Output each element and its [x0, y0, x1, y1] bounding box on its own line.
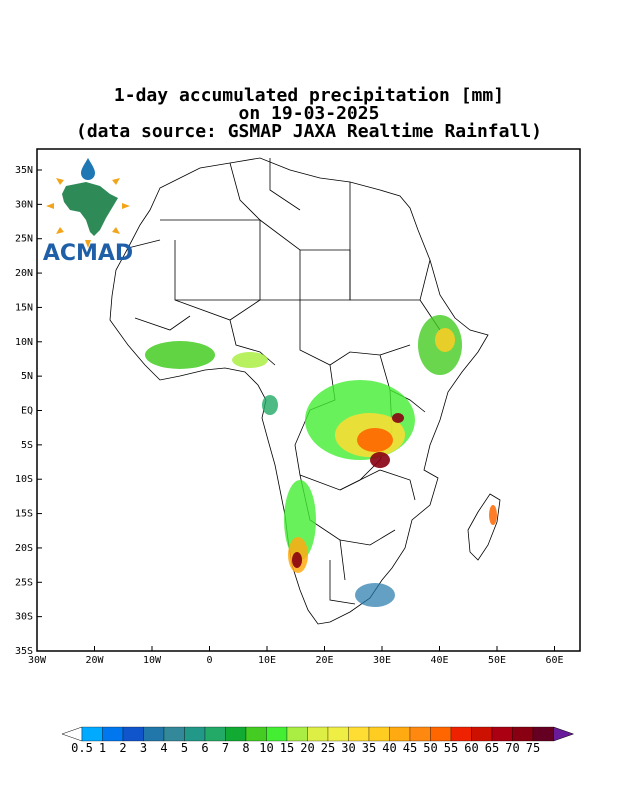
lat-tick-label: 15N	[15, 302, 33, 313]
colorbar-label: 25	[321, 741, 335, 755]
colorbar-swatch	[184, 726, 206, 742]
lat-tick-label: 10N	[15, 337, 33, 348]
colorbar-label: 75	[526, 741, 540, 755]
title-line-3: (data source: GSMAP JAXA Realtime Rainfa…	[76, 121, 542, 142]
lat-tick-label: EQ	[21, 406, 33, 417]
lat-tick-label: 30S	[15, 612, 33, 623]
lon-tick-label: 40E	[430, 655, 448, 666]
lon-tick-label: 10E	[258, 655, 276, 666]
colorbar-label: 30	[341, 741, 355, 755]
colorbar-label: 0.5	[71, 741, 93, 755]
lon-tick-label: 20E	[315, 655, 333, 666]
colorbar-swatch	[491, 726, 513, 742]
colorbar-swatch	[409, 726, 431, 742]
acmad-logo: ACMAD	[38, 156, 138, 266]
colorbar-swatch	[327, 726, 349, 742]
madagascar	[467, 493, 501, 561]
colorbar-swatch	[102, 726, 124, 742]
water-drop-icon	[81, 158, 95, 180]
colorbar-label: 65	[485, 741, 499, 755]
colorbar-label: 40	[382, 741, 396, 755]
colorbar-label: 6	[201, 741, 208, 755]
colorbar-swatch	[307, 726, 329, 742]
colorbar-label: 45	[403, 741, 417, 755]
precipitation-field	[145, 315, 497, 607]
lon-tick-label: 10W	[143, 655, 162, 666]
colorbar-swatch	[368, 726, 390, 742]
colorbar-label: 3	[140, 741, 147, 755]
precipitation-map: 35N 30N 25N 20N 15N 10N 5N EQ 5S 10S 15S 20S 25S 30S 3…	[15, 148, 581, 666]
lat-tick-label: 20N	[15, 268, 33, 279]
colorbar-swatch	[286, 726, 308, 742]
lat-tick-label: 10S	[15, 474, 33, 485]
colorbar-swatch	[471, 726, 493, 742]
colorbar-label: 8	[242, 741, 249, 755]
colorbar-label: 35	[362, 741, 376, 755]
lat-tick-label: 5S	[21, 440, 33, 451]
lat-tick-label: 35N	[15, 165, 33, 176]
colorbar-label: 55	[444, 741, 458, 755]
logo-text: ACMAD	[43, 241, 133, 262]
colorbar-swatch	[348, 726, 370, 742]
colorbar-swatch	[450, 726, 472, 742]
colorbar-swatch	[532, 726, 554, 742]
colorbar-swatch	[204, 726, 226, 742]
colorbar-label: 15	[280, 741, 294, 755]
lat-tick-label: 15S	[15, 509, 33, 520]
lon-tick-label: 0	[206, 655, 212, 666]
colorbar-label: 1	[99, 741, 106, 755]
lon-tick-label: 20W	[85, 655, 104, 666]
lat-tick-label: 5N	[21, 371, 33, 382]
lat-tick-label: 25S	[15, 577, 33, 588]
colorbar-high-arrow	[553, 726, 575, 742]
lon-tick-label: 60E	[545, 655, 563, 666]
lat-tick-label: 25N	[15, 234, 33, 245]
colorbar-label: 5	[181, 741, 188, 755]
title-line-1: 1-day accumulated precipitation [mm]	[113, 85, 505, 106]
colorbar-swatch	[122, 726, 144, 742]
colorbar-label: 20	[300, 741, 314, 755]
colorbar-label: 50	[423, 741, 437, 755]
colorbar-label: 70	[505, 741, 519, 755]
colorbar-swatch	[389, 726, 411, 742]
africa-icon	[62, 182, 118, 236]
map-frame	[36, 148, 581, 652]
lon-tick-label: 30E	[373, 655, 391, 666]
latitude-axis: 35N 30N 25N 20N 15N 10N 5N EQ 5S 10S 15S 20S 25S 30S 3…	[15, 165, 42, 657]
colorbar-label: 2	[119, 741, 126, 755]
lat-tick-label: 35S	[15, 646, 33, 657]
colorbar-swatch	[163, 726, 185, 742]
colorbar-swatch	[430, 726, 452, 742]
lat-tick-label: 30N	[15, 199, 33, 210]
colorbar-swatch	[225, 726, 247, 742]
colorbar-swatch	[81, 726, 103, 742]
title-line-2: on 19-03-2025	[238, 103, 380, 124]
lon-tick-label: 30W	[28, 655, 47, 666]
colorbar-label: 60	[464, 741, 478, 755]
colorbar-swatch	[143, 726, 165, 742]
lon-tick-label: 50E	[488, 655, 506, 666]
colorbar-low-arrow	[61, 726, 83, 742]
colorbar-swatch	[245, 726, 267, 742]
colorbar-label: 10	[259, 741, 273, 755]
longitude-axis: 30W 20W 10W 0 10E 20E 30E 40E 50E 60E	[28, 646, 564, 666]
colorbar-swatch	[512, 726, 534, 742]
colorbar-label: 7	[222, 741, 229, 755]
lat-tick-label: 20S	[15, 543, 33, 554]
colorbar-swatch	[266, 726, 288, 742]
colorbar-label: 4	[160, 741, 167, 755]
